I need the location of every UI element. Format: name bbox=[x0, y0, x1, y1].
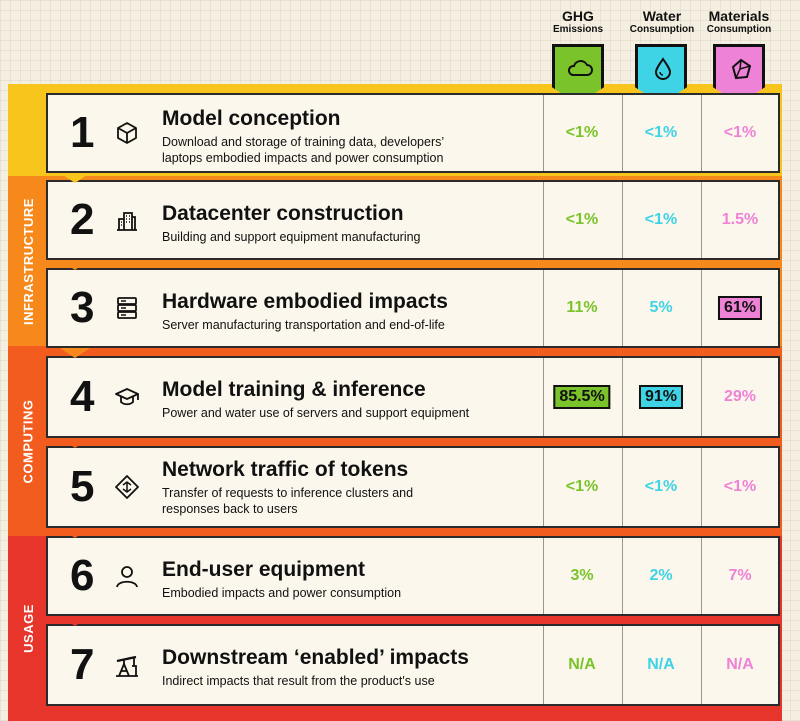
row-connector bbox=[60, 260, 90, 270]
row-title: Model training & inference bbox=[162, 378, 426, 401]
oil-pump-icon bbox=[116, 655, 138, 677]
materials-value: 29% bbox=[723, 388, 757, 405]
row-number: 1 bbox=[70, 108, 95, 157]
list-item: 3 Hardware embodied impacts Server manuf… bbox=[46, 268, 780, 348]
materials-value: <1% bbox=[723, 478, 757, 495]
ghg-column-title: GHG bbox=[562, 8, 594, 24]
materials-value-highlight: 61% bbox=[717, 296, 763, 320]
materials-value: <1% bbox=[723, 124, 757, 141]
ghg-value: 11% bbox=[566, 299, 598, 316]
materials-icon bbox=[731, 58, 752, 80]
water-column-header: Water Consumption bbox=[626, 0, 698, 112]
row-number: 3 bbox=[70, 283, 95, 332]
row-connector bbox=[60, 616, 90, 626]
server-icon bbox=[117, 297, 137, 319]
list-item: 4 Model training & inference Power and w… bbox=[46, 356, 780, 438]
row-description: Transfer of requests to inference cluste… bbox=[162, 486, 414, 516]
ghg-value: <1% bbox=[565, 124, 599, 141]
row-connector bbox=[60, 173, 90, 183]
ghg-value: <1% bbox=[565, 478, 599, 495]
building-icon bbox=[117, 212, 137, 231]
row-number: 4 bbox=[70, 372, 95, 421]
list-item: 5 Network traffic of tokens Transfer of … bbox=[46, 446, 780, 528]
row-title: Datacenter construction bbox=[162, 202, 404, 225]
materials-column-title: Materials bbox=[708, 8, 770, 24]
graduation-cap-icon bbox=[115, 388, 139, 406]
water-column-title: Water bbox=[642, 8, 682, 24]
row-title: Hardware embodied impacts bbox=[162, 290, 448, 313]
materials-column-header: Materials Consumption bbox=[703, 0, 775, 112]
ghg-column-subtitle: Emissions bbox=[552, 24, 604, 35]
water-value: N/A bbox=[647, 656, 675, 673]
materials-value: N/A bbox=[726, 656, 754, 673]
water-column-subtitle: Consumption bbox=[629, 24, 695, 35]
row-title: Downstream ‘enabled’ impacts bbox=[162, 646, 469, 669]
ghg-value: <1% bbox=[565, 211, 599, 228]
list-item: 6 End-user equipment Embodied impacts an… bbox=[46, 536, 780, 616]
ghg-value: 3% bbox=[570, 567, 594, 584]
water-value: <1% bbox=[644, 124, 678, 141]
water-value: <1% bbox=[644, 478, 678, 495]
user-icon bbox=[116, 566, 138, 588]
row-description: Embodied impacts and power consumption bbox=[162, 586, 402, 600]
row-connector bbox=[60, 528, 90, 538]
row-number: 6 bbox=[70, 551, 95, 600]
cloud-icon bbox=[567, 60, 593, 76]
row-connector bbox=[60, 348, 90, 358]
row-number: 2 bbox=[70, 195, 95, 244]
list-item: 7 Downstream ‘enabled’ impacts Indirect … bbox=[46, 624, 780, 706]
usage-label: USAGE bbox=[20, 604, 36, 653]
row-title: End-user equipment bbox=[162, 558, 366, 581]
materials-value: 1.5% bbox=[721, 211, 759, 228]
row-description: Power and water use of servers and suppo… bbox=[162, 406, 470, 420]
ghg-column-header: GHG Emissions bbox=[547, 0, 609, 112]
water-value-highlight: 91% bbox=[638, 385, 684, 409]
row-number: 5 bbox=[70, 462, 95, 511]
water-value: 5% bbox=[649, 299, 673, 316]
computing-label: COMPUTING bbox=[20, 399, 36, 483]
row-number: 7 bbox=[70, 640, 95, 689]
network-icon bbox=[115, 475, 139, 499]
row-connector bbox=[60, 438, 90, 448]
list-item: 2 Datacenter construction Building and s… bbox=[46, 180, 780, 260]
row-title: Model conception bbox=[162, 107, 341, 130]
list-item: 1 Model conception Download and storage … bbox=[46, 93, 780, 173]
water-value: <1% bbox=[644, 211, 678, 228]
row-description: Server manufacturing transportation and … bbox=[162, 318, 445, 332]
ghg-value: N/A bbox=[568, 656, 596, 673]
ghg-value-highlight: 85.5% bbox=[553, 385, 611, 409]
row-description: Building and support equipment manufactu… bbox=[162, 230, 421, 244]
cube-icon bbox=[117, 122, 137, 144]
infrastructure-label: INFRASTRUCTURE bbox=[20, 197, 36, 325]
row-description: Indirect impacts that result from the pr… bbox=[162, 674, 435, 688]
water-value: 2% bbox=[649, 567, 673, 584]
water-drop-icon bbox=[654, 57, 672, 80]
materials-column-subtitle: Consumption bbox=[706, 24, 772, 35]
materials-value: 7% bbox=[728, 567, 752, 584]
row-description: Download and storage of training data, d… bbox=[162, 135, 445, 165]
row-title: Network traffic of tokens bbox=[162, 458, 409, 481]
